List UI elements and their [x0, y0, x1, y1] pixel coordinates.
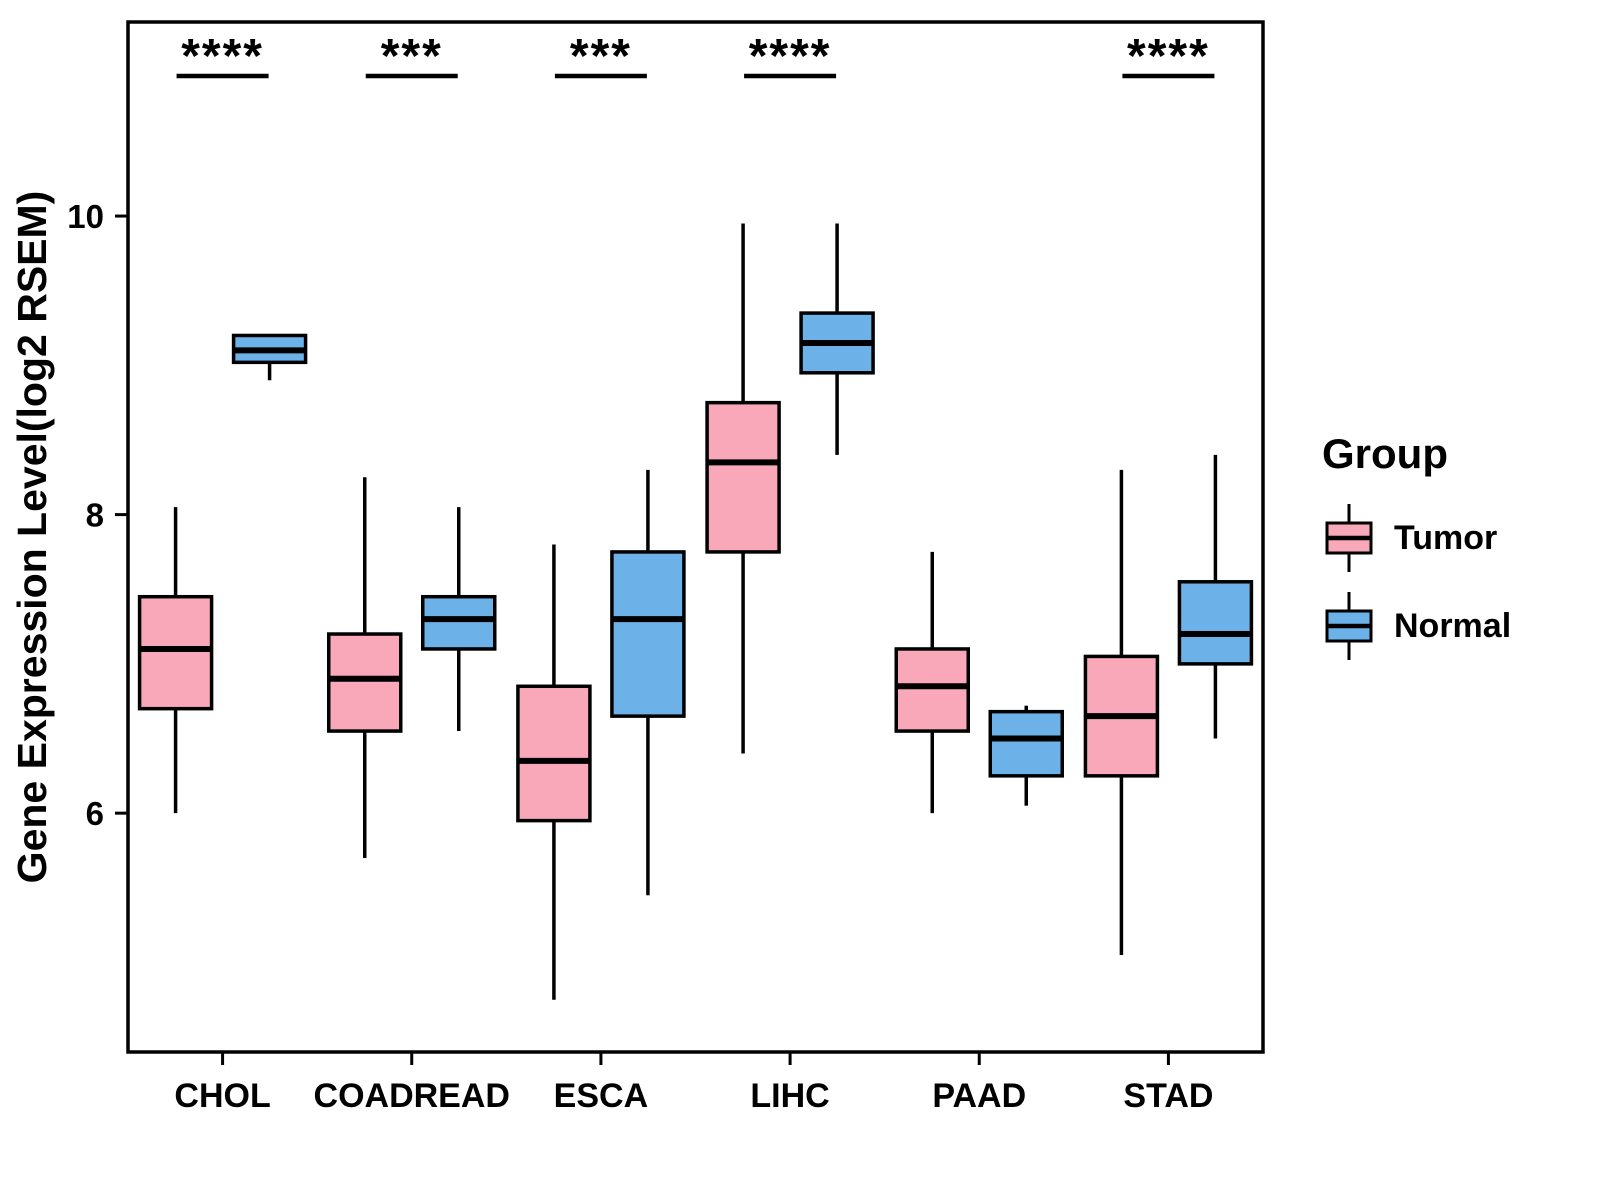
y-tick-label: 6 — [86, 795, 104, 832]
box-normal-stad — [1177, 580, 1254, 666]
significance-label: **** — [749, 30, 832, 83]
plot-panel-border — [126, 20, 1265, 1054]
x-tick-label: STAD — [1123, 1077, 1213, 1115]
x-tick-label: LIHC — [750, 1077, 829, 1115]
significance-label: *** — [570, 30, 632, 83]
box-tumor-paad — [894, 647, 970, 733]
legend-key-boxplot-icon — [1325, 592, 1373, 660]
x-tick-label: ESCA — [554, 1077, 648, 1115]
significance-label: **** — [181, 30, 264, 83]
box-tumor-chol — [137, 594, 214, 711]
legend-entry-tumor: Tumor — [1322, 500, 1511, 576]
legend: Group Tumor Normal — [1322, 430, 1511, 676]
legend-entry-label: Normal — [1394, 606, 1512, 645]
box-normal-coadread — [421, 594, 497, 651]
box-tumor-esca — [516, 684, 592, 823]
x-tick-label: PAAD — [932, 1077, 1026, 1115]
y-tick-label: 8 — [86, 497, 104, 534]
significance-label: *** — [381, 30, 443, 83]
x-tick-label: CHOL — [174, 1077, 270, 1115]
box-tumor-lihc — [705, 400, 781, 554]
y-axis-title: Gene Expression Level(log2 RSEM) — [9, 191, 55, 884]
box-normal-paad — [988, 709, 1064, 778]
legend-entry-normal: Normal — [1322, 588, 1511, 664]
box-tumor-coadread — [327, 632, 403, 733]
significance-label: **** — [1127, 30, 1210, 83]
legend-entry-label: Tumor — [1394, 518, 1498, 557]
box-normal-esca — [610, 550, 686, 718]
x-tick-label: COADREAD — [314, 1077, 510, 1115]
y-tick-label: 10 — [67, 198, 104, 235]
legend-title: Group — [1322, 430, 1448, 477]
legend-entries: Tumor Normal — [1322, 500, 1511, 664]
legend-key-boxplot-icon — [1325, 504, 1373, 572]
